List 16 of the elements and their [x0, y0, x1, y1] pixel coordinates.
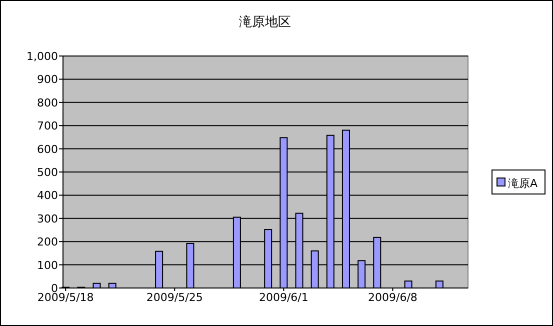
y-tick-label: 500: [37, 166, 58, 179]
y-tick-label: 200: [37, 236, 58, 249]
legend-label: 滝原A: [508, 177, 538, 190]
y-tick-label: 400: [37, 189, 58, 202]
x-tick-label: 2009/6/8: [368, 291, 418, 304]
y-tick-label: 300: [37, 212, 58, 226]
chart-title: 滝原地区: [239, 15, 291, 30]
y-tick-label: 100: [37, 258, 58, 272]
x-tick-label: 2009/5/18: [37, 291, 94, 304]
y-tick-label: 900: [37, 73, 58, 86]
y-tick-label: 1,000: [26, 50, 58, 63]
y-tick-label: 600: [37, 142, 58, 156]
x-tick-label: 2009/5/25: [146, 291, 203, 304]
y-tick-label: 700: [37, 120, 58, 133]
x-tick-label: 2009/6/1: [258, 291, 308, 304]
y-tick-label: 800: [37, 96, 58, 110]
